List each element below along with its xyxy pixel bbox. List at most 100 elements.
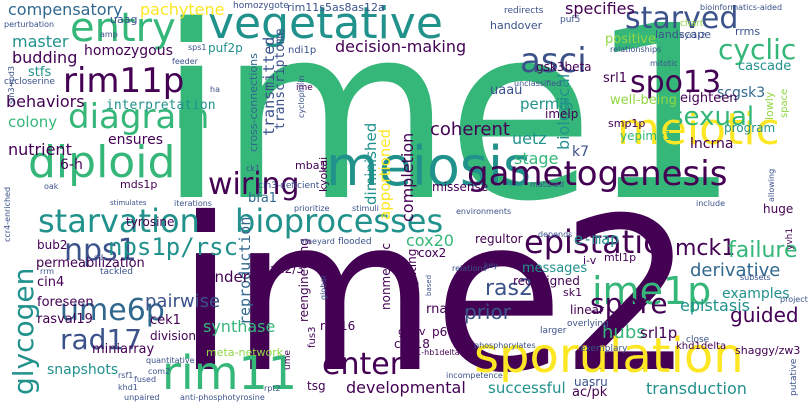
word-khd1delta: khd1delta bbox=[676, 341, 727, 352]
word-bioprocesses: bioprocesses bbox=[235, 202, 444, 240]
word-tackled: tackled bbox=[100, 267, 133, 277]
word-mck1: mck1 bbox=[675, 236, 736, 261]
word-cek1: cek1 bbox=[150, 313, 181, 328]
word-ht1-hb1delta: ht1-hb1delta bbox=[408, 348, 460, 357]
word-cox18: cox18 bbox=[394, 337, 430, 351]
word-asci: asci bbox=[520, 41, 587, 81]
word-cox20: cox20 bbox=[406, 231, 454, 250]
word-flooded: flooded bbox=[338, 237, 372, 247]
word-huge: huge bbox=[763, 202, 794, 216]
word-starved: starved bbox=[625, 1, 739, 36]
word-shaggy-zw3: shaggy/zw3 bbox=[735, 344, 801, 357]
word-yepime1: yepime1 bbox=[620, 129, 673, 143]
word-permeabilization: permeabilization bbox=[36, 256, 145, 271]
word-rpt2: rpt2 bbox=[264, 384, 281, 393]
word-allowing: allowing bbox=[767, 168, 776, 202]
word-spo13: spo13 bbox=[630, 65, 722, 100]
word-successful: successful bbox=[488, 379, 566, 397]
word-cln3-deficient: cln3-deficient bbox=[258, 181, 320, 191]
word-handover: handover bbox=[490, 19, 543, 32]
word-sexual: sexual bbox=[670, 102, 755, 132]
word-ime1: ime1 bbox=[158, 0, 741, 254]
word-putative: putative bbox=[789, 358, 799, 396]
word-cyr1-2: cyr1-2 bbox=[680, 31, 706, 40]
word-derivative: derivative bbox=[690, 260, 781, 281]
word-tsg: tsg bbox=[307, 379, 326, 393]
word-rim11s5as8as12a: rim11s5as8as12a bbox=[287, 1, 385, 14]
word-epistatic: epistatic bbox=[524, 223, 661, 261]
word-puf5: puf5 bbox=[560, 15, 581, 25]
word-nonmeiotic: nonmeiotic bbox=[379, 243, 393, 310]
word-ime: ime bbox=[296, 83, 313, 93]
word-larger: larger bbox=[540, 326, 567, 336]
word-6-h: 6-h bbox=[60, 157, 83, 173]
word-exemplary: exemplary bbox=[580, 344, 628, 354]
word-failure: failure bbox=[728, 238, 798, 263]
word-permit: permit bbox=[520, 95, 570, 113]
word-meiosis: meiosis bbox=[326, 135, 532, 198]
word-feeder: feeder bbox=[172, 57, 198, 66]
word-incompetence: incompetence bbox=[446, 371, 503, 380]
word-examples: examples bbox=[722, 286, 790, 302]
word-vineyard: vineyard bbox=[300, 237, 335, 246]
word-e-map: e-map bbox=[574, 230, 620, 248]
word-pairwise: pairwise bbox=[145, 291, 221, 312]
word-rrm: rrm bbox=[40, 267, 55, 276]
word-rad17: rad17 bbox=[60, 323, 143, 356]
word-subsets: subsets bbox=[740, 273, 771, 282]
word-anti-phosphotyrosine: anti-phosphotyrosine bbox=[180, 393, 265, 402]
word-smp1p: smp1p bbox=[608, 117, 646, 130]
word-epistasis: epistasis bbox=[680, 296, 750, 315]
word-fused: fused bbox=[134, 375, 157, 384]
word-khd1: khd1 bbox=[118, 383, 138, 392]
word-cyclic: cyclic bbox=[718, 33, 797, 66]
word-linear: linear bbox=[570, 303, 604, 317]
word-phosphorylates: phosphorylates bbox=[474, 341, 536, 350]
word-ras2: ras2 bbox=[485, 276, 533, 301]
word-ensures: ensures bbox=[108, 132, 164, 148]
word-bfa1: bfa1 bbox=[248, 191, 278, 206]
word-pan2-3: pan2/3 bbox=[262, 262, 304, 276]
word-gsk3beta: gsk3beta bbox=[536, 60, 592, 74]
word-amp: amp bbox=[100, 30, 118, 39]
word-snapshots: snapshots bbox=[47, 362, 119, 378]
word-rim16: rim16 bbox=[320, 319, 356, 333]
word-i-v: i-v bbox=[583, 254, 597, 267]
word-specifies: specifies bbox=[565, 0, 635, 18]
word-prior: prior bbox=[464, 300, 511, 324]
word-wiring: wiring bbox=[208, 167, 300, 202]
word-srl1: srl1 bbox=[603, 71, 628, 86]
word-puf2p: puf2p bbox=[208, 41, 243, 55]
word-completion: completion bbox=[398, 132, 417, 222]
word-prioritize: prioritize bbox=[294, 204, 330, 213]
word-positive: positive bbox=[605, 32, 656, 47]
word-lncrna: lncrna bbox=[690, 136, 734, 152]
word-stimuli: stimuli bbox=[352, 204, 379, 213]
word-reengineering: reengineering bbox=[297, 238, 311, 322]
word-uaau: uaau bbox=[490, 83, 523, 98]
word-redirects: redirects bbox=[504, 6, 544, 16]
word-close: close bbox=[686, 335, 710, 345]
word-guided: guided bbox=[730, 303, 799, 327]
word-rsf1: rsf1 bbox=[118, 371, 134, 380]
word-mba1: mba1 bbox=[295, 159, 327, 172]
word-g19v: g19v bbox=[398, 325, 426, 338]
word-matured: matured bbox=[530, 180, 565, 189]
word-scgsk3: scgsk3 bbox=[717, 85, 766, 101]
word-colony: colony bbox=[8, 113, 58, 131]
word-ac-pk: ac/pk bbox=[572, 385, 608, 400]
word-based: based bbox=[425, 274, 433, 296]
word-sporulation: sporulation bbox=[474, 328, 744, 384]
word-eighteen: eighteen bbox=[680, 91, 738, 106]
word-ndi1p: ndi1p bbox=[288, 45, 317, 56]
word-srl1p: srl1p bbox=[640, 324, 678, 342]
word-cascade: cascade bbox=[738, 59, 792, 74]
word-well-being: well-being bbox=[610, 93, 677, 108]
word-ume6p: ume6p bbox=[60, 293, 165, 328]
word-sk1: sk1 bbox=[563, 286, 583, 299]
word-coherent: coherent bbox=[430, 119, 510, 140]
word-nutrient: nutrient bbox=[8, 140, 72, 159]
word-relations: relations bbox=[452, 264, 487, 273]
word-global: global bbox=[319, 275, 328, 300]
